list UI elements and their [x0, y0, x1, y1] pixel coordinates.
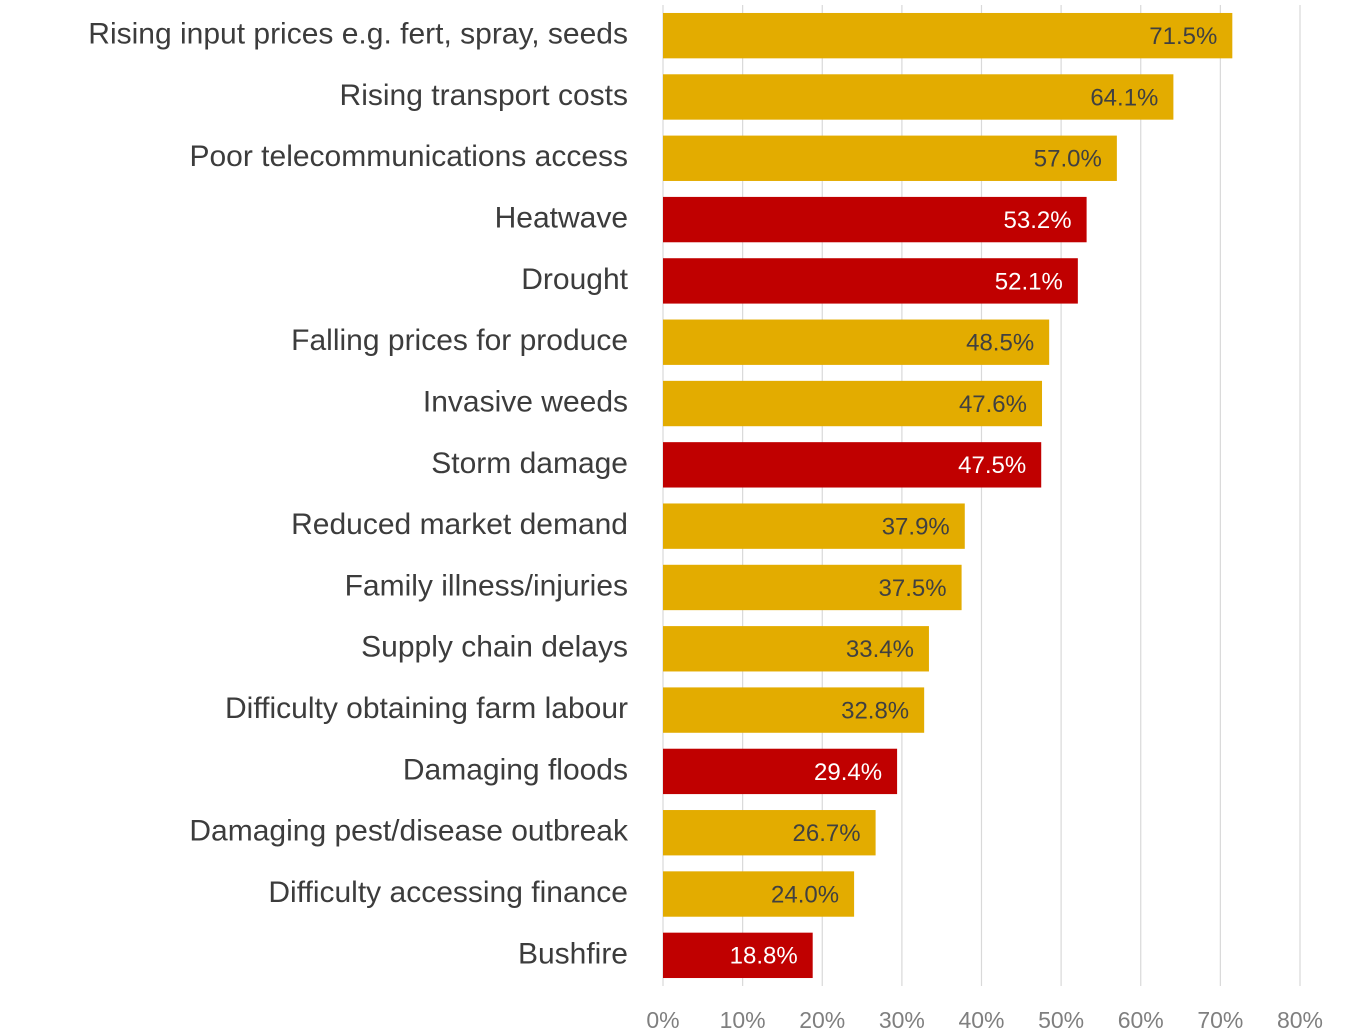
category-label: Family illness/injuries — [345, 569, 628, 602]
bar — [663, 932, 813, 979]
bar — [663, 871, 855, 917]
bar — [663, 380, 1043, 427]
category-label: Difficulty accessing finance — [268, 876, 628, 909]
x-tick-label: 20% — [799, 1007, 845, 1033]
value-label: 37.5% — [879, 575, 947, 602]
bar — [663, 74, 1174, 120]
category-label: Poor telecommunications access — [189, 140, 628, 173]
value-label: 47.6% — [959, 391, 1027, 418]
value-label: 18.8% — [730, 943, 798, 970]
x-tick-label: 70% — [1197, 1007, 1243, 1033]
bar — [663, 564, 962, 611]
bar — [663, 748, 898, 795]
value-label: 37.9% — [882, 514, 950, 541]
value-label: 24.0% — [771, 881, 839, 908]
bar — [663, 135, 1117, 181]
category-label: Bushfire — [518, 937, 628, 970]
x-tick-label: 0% — [646, 1007, 679, 1033]
value-label: 71.5% — [1149, 23, 1217, 50]
category-label: Invasive weeds — [423, 385, 628, 418]
bar — [663, 196, 1087, 243]
category-label: Damaging pest/disease outbreak — [189, 815, 629, 848]
x-tick-label: 30% — [879, 1007, 925, 1033]
category-label: Drought — [521, 263, 628, 296]
category-label: Difficulty obtaining farm labour — [225, 692, 628, 725]
x-tick-label: 50% — [1038, 1007, 1084, 1033]
x-tick-label: 80% — [1277, 1007, 1323, 1033]
bar — [663, 442, 1042, 488]
bar — [663, 810, 876, 856]
category-label: Storm damage — [431, 447, 628, 480]
value-label: 29.4% — [814, 759, 882, 786]
x-tick-label: 40% — [958, 1007, 1004, 1033]
x-tick-label: 60% — [1118, 1007, 1164, 1033]
category-label: Rising input prices e.g. fert, spray, se… — [88, 18, 628, 51]
value-label: 26.7% — [793, 820, 861, 847]
value-label: 32.8% — [841, 697, 909, 724]
value-label: 47.5% — [958, 452, 1026, 479]
category-label: Damaging floods — [403, 753, 628, 786]
value-label: 52.1% — [995, 268, 1063, 295]
bar — [663, 319, 1050, 365]
category-label: Falling prices for produce — [291, 324, 628, 357]
bar — [663, 503, 965, 549]
value-label: 53.2% — [1004, 207, 1072, 234]
bar — [663, 258, 1078, 304]
bar — [663, 626, 929, 672]
bar — [663, 687, 925, 733]
value-label: 48.5% — [966, 330, 1034, 357]
value-label: 57.0% — [1034, 146, 1102, 173]
category-label: Supply chain delays — [361, 631, 628, 664]
category-label: Rising transport costs — [340, 79, 628, 112]
value-label: 33.4% — [846, 636, 914, 663]
value-label: 64.1% — [1090, 84, 1158, 111]
bar — [663, 12, 1233, 59]
category-label: Heatwave — [495, 202, 628, 235]
x-tick-label: 10% — [720, 1007, 766, 1033]
category-label: Reduced market demand — [291, 508, 628, 541]
